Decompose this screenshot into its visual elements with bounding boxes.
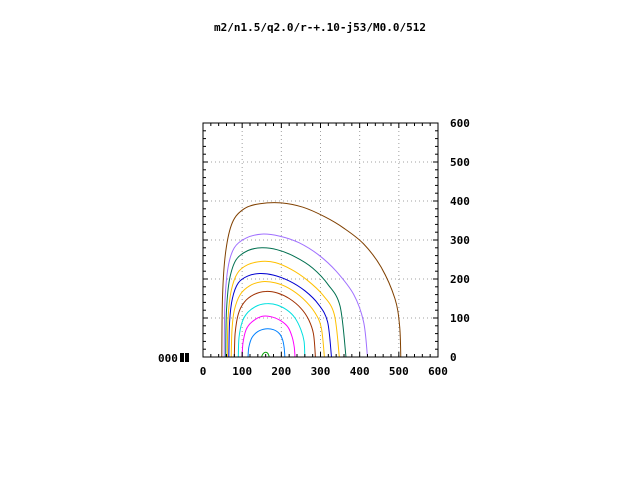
x-tick-label: 400 [350,365,370,378]
x-tick-label: 300 [311,365,331,378]
x-tick-label: 100 [232,365,252,378]
y-tick-label: 100 [450,312,470,325]
contour-line-9 [225,247,347,358]
contour-lines [221,202,402,358]
y-tick-label: 200 [450,273,470,286]
corner-label: 000 [158,352,189,365]
corner-block [185,353,189,362]
x-tick-label: 600 [428,365,448,378]
y-tick-label: 600 [450,117,470,130]
x-tick-label: 200 [271,365,291,378]
contour-line-10 [223,233,368,358]
chart-title: m2/n1.5/q2.0/r-+.10-j53/M0.0/512 [214,21,426,34]
y-tick-label: 0 [450,351,457,364]
contour-line-7 [228,272,332,358]
x-tick-label: 0 [200,365,207,378]
y-tick-label: 400 [450,195,470,208]
contour-line-8 [226,260,340,358]
corner-block [180,353,184,362]
contour-line-4 [237,303,306,358]
contour-line-5 [233,290,316,358]
contour-line-3 [241,315,296,358]
y-tick-label: 300 [450,234,470,247]
grid-lines [203,123,438,357]
contour-line-2 [247,328,286,358]
contour-line-11 [221,202,402,358]
x-tick-label: 500 [389,365,409,378]
y-tick-label: 500 [450,156,470,169]
corner-label-text: 000 [158,352,178,365]
contour-line-6 [230,281,325,358]
contour-line-1 [261,351,270,358]
